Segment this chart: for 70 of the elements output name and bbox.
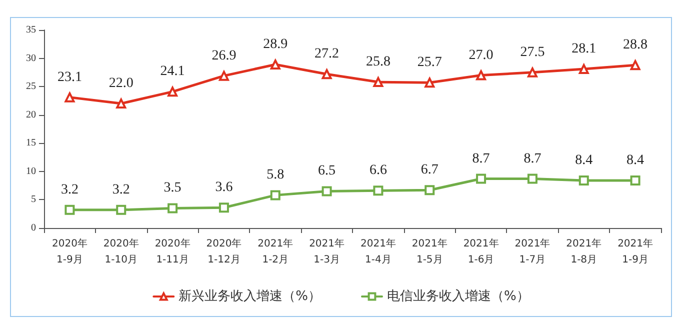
point bbox=[527, 174, 538, 184]
y-tick-label: 30 bbox=[26, 52, 36, 64]
point bbox=[64, 92, 75, 102]
point bbox=[322, 69, 332, 80]
x-tick-label: 2021年 1-2月 bbox=[258, 238, 294, 266]
legend-label: 电信业务收入增速（%） bbox=[387, 289, 530, 304]
y-tick-label: 5 bbox=[31, 194, 36, 206]
legend-label: 新兴业务收入增速（%） bbox=[178, 289, 322, 304]
y-tick-label: 20 bbox=[26, 109, 36, 120]
data-label: 27.2 bbox=[314, 46, 340, 62]
data-label: 25.8 bbox=[366, 54, 390, 70]
data-label: 3.6 bbox=[215, 180, 233, 196]
data-label: 25.7 bbox=[417, 55, 442, 70]
point bbox=[322, 186, 332, 196]
point bbox=[476, 174, 486, 184]
data-label: 27.5 bbox=[520, 44, 545, 60]
data-label: 6.6 bbox=[369, 163, 387, 178]
x-tick-label: 2021年 1-5月 bbox=[412, 238, 448, 266]
point bbox=[270, 190, 280, 200]
data-label: 8.7 bbox=[524, 151, 542, 166]
data-label: 26.9 bbox=[212, 48, 236, 64]
point bbox=[168, 203, 178, 214]
point bbox=[64, 204, 75, 215]
x-tick-label: 2020年 1-12月 bbox=[206, 238, 242, 266]
point bbox=[476, 70, 486, 80]
data-label: 27.0 bbox=[468, 48, 494, 63]
point bbox=[578, 175, 589, 186]
y-tick-label: 35 bbox=[26, 24, 36, 36]
point bbox=[630, 175, 640, 186]
data-label: 28.9 bbox=[263, 37, 288, 52]
x-tick-label: 2021年 1-7月 bbox=[514, 238, 550, 266]
point bbox=[116, 98, 126, 109]
data-label: 3.2 bbox=[112, 182, 130, 198]
data-label: 22.0 bbox=[108, 76, 134, 92]
x-tick-label: 2021年 1-3月 bbox=[309, 238, 345, 266]
x-tick-label: 2020年 1-9月 bbox=[52, 238, 88, 266]
point bbox=[218, 202, 229, 213]
x-tick-label: 2021年 1-8月 bbox=[566, 238, 602, 266]
point bbox=[424, 78, 435, 88]
point bbox=[270, 60, 280, 70]
data-label: 5.8 bbox=[266, 168, 284, 183]
point bbox=[578, 64, 589, 74]
data-label: 28.8 bbox=[623, 38, 648, 53]
point bbox=[373, 186, 384, 196]
data-label: 8.4 bbox=[575, 152, 593, 168]
x-tick-label: 2021年 1-4月 bbox=[360, 238, 396, 266]
x-tick-label: 2020年 1-10月 bbox=[103, 238, 139, 266]
point bbox=[168, 86, 178, 97]
y-tick-label: 0 bbox=[31, 222, 36, 234]
x-tick-label: 2020年 1-11月 bbox=[154, 238, 190, 266]
data-label: 3.5 bbox=[164, 180, 182, 196]
data-label: 23.1 bbox=[57, 70, 82, 85]
point bbox=[527, 67, 538, 78]
point bbox=[630, 60, 640, 70]
x-tick-label: 2021年 1-6月 bbox=[463, 238, 499, 266]
y-tick-label: 10 bbox=[26, 166, 36, 177]
data-label: 8.7 bbox=[472, 151, 490, 166]
data-label: 28.1 bbox=[572, 42, 596, 57]
data-label: 24.1 bbox=[160, 64, 185, 80]
data-label: 6.7 bbox=[420, 162, 438, 178]
point bbox=[373, 77, 384, 88]
x-tick-label: 2021年 1-9月 bbox=[618, 238, 654, 266]
point bbox=[116, 204, 126, 215]
y-tick-label: 25 bbox=[26, 81, 36, 92]
y-tick-label: 15 bbox=[26, 138, 36, 149]
data-label: 6.5 bbox=[318, 164, 336, 179]
data-label: 3.2 bbox=[60, 182, 78, 198]
data-label: 8.4 bbox=[626, 152, 644, 168]
point bbox=[218, 70, 229, 81]
point bbox=[424, 185, 435, 196]
